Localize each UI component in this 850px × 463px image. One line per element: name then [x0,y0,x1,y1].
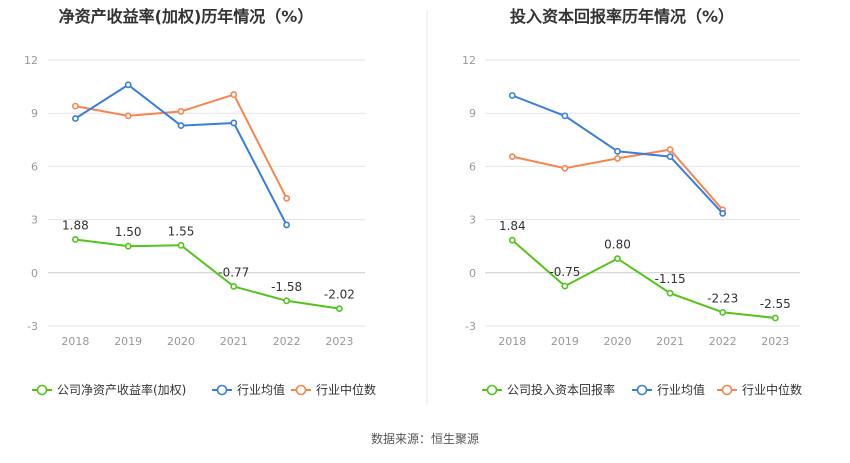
data-point [335,305,343,313]
legend-label: 行业中位数 [316,382,376,397]
legend-label: 行业均值 [657,382,705,397]
data-label: -1.15 [655,272,686,286]
legend-marker [216,384,228,396]
data-point [771,314,779,322]
x-tick-label: 2023 [325,335,353,348]
x-tick-label: 2021 [656,335,684,348]
x-tick-label: 2019 [551,335,579,348]
data-point [614,147,621,155]
data-point [614,155,621,162]
legend-item-median: 行业中位数 [291,382,376,397]
data-point [666,153,674,161]
y-tick-label: 6 [31,160,38,173]
data-point [177,108,185,115]
data-point [72,115,79,122]
legend-marker [36,384,48,396]
y-tick-label: 3 [31,214,38,227]
y-tick-label: 0 [469,267,476,280]
legend-label: 行业均值 [237,382,285,397]
legend-item-company: 公司净资产收益率(加权) [32,382,186,397]
data-point [719,209,727,217]
chart-panel-1: 净资产收益率(加权)历年情况（%） -3 0 3 6 9 12 2018 2019 2020 202… [24,7,376,397]
data-point [124,242,132,250]
legend-label: 公司投入资本回报率 [507,382,615,397]
x-tick-label: 2023 [761,335,789,348]
y-tick-label: 6 [469,160,476,173]
data-label: -1.58 [271,280,302,294]
data-point [561,164,569,172]
chart-title: 净资产收益率(加权)历年情况（%） [59,7,314,26]
data-label: -2.23 [707,291,738,305]
data-point [719,308,727,316]
data-point [561,282,569,290]
data-point [230,283,238,290]
data-label: 1.84 [499,219,526,233]
y-tick-label: 9 [469,107,476,120]
data-label: 1.50 [115,225,142,239]
data-label: 0.80 [604,238,631,252]
data-point [230,119,238,127]
data-label: -2.02 [324,288,355,302]
chart-panel-2: 投入资本回报率历年情况（%） -3 0 3 6 9 12 2018 2019 2020 2021 20… [462,7,802,397]
data-point [666,289,674,297]
x-tick-label: 2018 [498,335,526,348]
data-point [177,122,185,130]
x-tick-label: 2021 [220,335,248,348]
data-label: -2.55 [760,297,791,311]
x-tick-label: 2020 [167,335,195,348]
data-point [561,112,569,120]
data-point [230,91,238,98]
source-note: 数据来源：恒生聚源 [370,432,479,446]
legend-item-median: 行业中位数 [717,382,802,397]
series-line-company [75,238,340,310]
data-label: 1.88 [62,218,89,232]
data-label: 1.55 [168,224,195,238]
data-point [614,255,621,263]
data-point [72,102,79,110]
legend-marker [486,384,498,396]
y-tick-label: 0 [31,267,38,280]
series-line-company [511,239,776,319]
y-tick-label: 12 [24,54,38,67]
data-point [283,297,290,305]
legend-label: 行业中位数 [742,382,802,397]
legend-marker [295,384,307,396]
data-point [72,236,79,243]
y-tick-label: -3 [465,320,476,333]
data-point [283,194,290,202]
data-label: -0.77 [218,265,249,279]
legend-label: 公司净资产收益率(加权) [57,382,186,397]
x-tick-label: 2022 [709,335,737,348]
data-point [508,153,516,161]
legend-item-avg: 行业均值 [212,382,285,397]
legend-marker [721,384,733,396]
legend-marker [636,384,648,396]
legend-item-company: 公司投入资本回报率 [482,382,615,397]
data-point [508,92,516,99]
data-label: -0.75 [549,265,580,279]
x-tick-label: 2022 [273,335,301,348]
y-tick-label: 12 [462,54,476,67]
data-point [666,146,674,153]
chart-title: 投入资本回报率历年情况（%） [510,7,734,26]
y-tick-label: 3 [469,214,476,227]
series-line-avg [74,83,288,226]
x-tick-label: 2018 [61,335,89,348]
x-tick-label: 2019 [114,335,142,348]
data-point [124,81,132,89]
x-tick-label: 2020 [604,335,632,348]
data-point [508,236,516,244]
legend-item-avg: 行业均值 [632,382,705,397]
y-tick-label: 9 [31,107,38,120]
data-point [283,221,290,229]
data-point [177,241,185,249]
y-tick-label: -3 [27,320,38,333]
data-point [124,112,132,120]
